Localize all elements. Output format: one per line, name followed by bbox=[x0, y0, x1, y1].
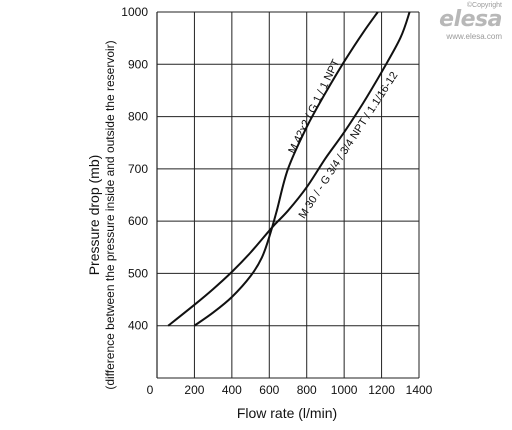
y-tick-label: 600 bbox=[128, 214, 148, 228]
y-tick-label: 400 bbox=[128, 319, 148, 333]
y-tick-labels: 400 500 600 700 800 900 1000 bbox=[121, 5, 148, 333]
copyright-text: ©Copyright bbox=[466, 2, 502, 9]
series-label-m42: M 42x2 / G 1 / 1 NPT bbox=[286, 57, 342, 155]
series-line-0 bbox=[193, 11, 379, 327]
y-tick-label: 900 bbox=[128, 57, 148, 71]
grid bbox=[156, 11, 420, 379]
curves bbox=[167, 11, 411, 327]
y-axis-title: Pressure drop (mb) bbox=[86, 155, 102, 276]
x-tick-labels: 0 200 400 600 800 1000 1200 1400 bbox=[147, 383, 433, 397]
brand-url: www.elesa.com bbox=[446, 32, 502, 41]
x-tick-label: 400 bbox=[222, 383, 242, 397]
y-tick-label: 1000 bbox=[121, 5, 148, 19]
y-tick-label: 700 bbox=[128, 162, 148, 176]
x-tick-label: 200 bbox=[184, 383, 204, 397]
x-tick-label: 600 bbox=[259, 383, 279, 397]
y-axis-subtitle: (difference between the pressure inside … bbox=[103, 40, 117, 389]
brand-wordmark: elesa bbox=[439, 7, 502, 32]
x-tick-label: 800 bbox=[297, 383, 317, 397]
y-tick-label: 500 bbox=[128, 266, 148, 280]
x-tick-label: 1000 bbox=[331, 383, 358, 397]
x-tick-label: 0 bbox=[147, 383, 154, 397]
series-line-1 bbox=[167, 11, 411, 327]
elesa-logo: ©Copyright elesa www.elesa.com bbox=[422, 2, 502, 41]
x-tick-label: 1200 bbox=[368, 383, 395, 397]
y-tick-label: 800 bbox=[128, 110, 148, 124]
series-label-m30: M 30 / - G 3/4 / 3/4 NPT / 1.1/16-12 bbox=[297, 70, 401, 221]
x-tick-label: 1400 bbox=[406, 383, 433, 397]
x-axis-title: Flow rate (l/min) bbox=[237, 405, 337, 421]
